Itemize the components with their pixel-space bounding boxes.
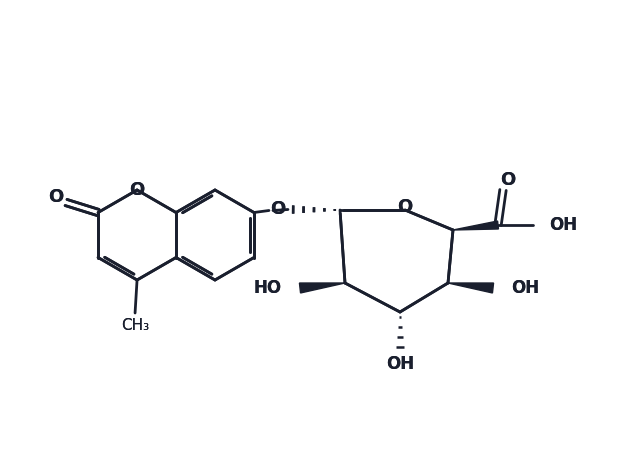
Text: CH₃: CH₃ [121,318,149,332]
Text: HO: HO [254,279,282,297]
Text: O: O [397,198,413,216]
Text: O: O [270,201,285,219]
Text: OH: OH [549,216,577,234]
Text: OH: OH [511,279,539,297]
Text: O: O [49,188,64,206]
Text: O: O [49,188,64,206]
Polygon shape [453,221,499,230]
Text: OH: OH [511,279,539,297]
Text: O: O [129,181,145,199]
Polygon shape [448,283,493,293]
Text: O: O [500,171,516,189]
Text: O: O [397,198,413,216]
Text: HO: HO [254,279,282,297]
Text: OH: OH [549,216,577,234]
Text: O: O [270,201,285,219]
Text: OH: OH [386,355,414,373]
Text: OH: OH [386,355,414,373]
Text: CH₃: CH₃ [121,318,149,332]
Text: O: O [500,171,516,189]
Polygon shape [300,283,345,293]
Text: O: O [129,181,145,199]
